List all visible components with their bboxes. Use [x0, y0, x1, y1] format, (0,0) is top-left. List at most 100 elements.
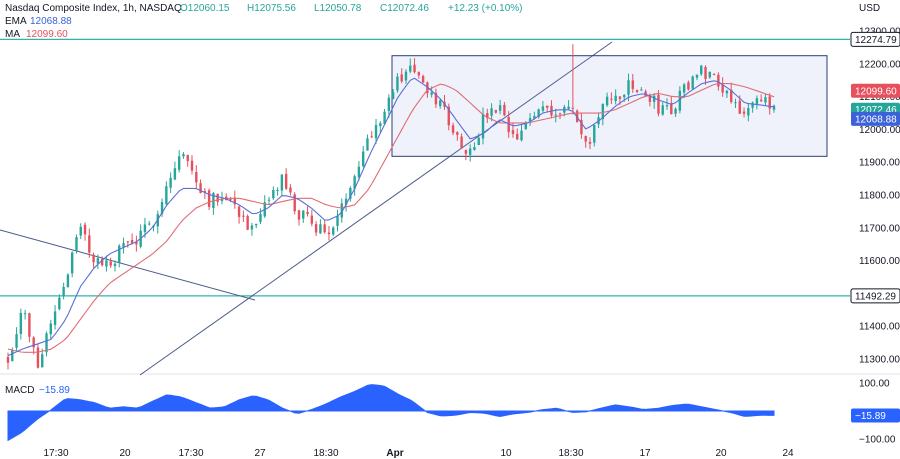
candle [490, 103, 493, 122]
candle-body [674, 108, 677, 114]
candle-body [23, 313, 27, 315]
candle-body [143, 224, 147, 232]
candle-body [62, 287, 65, 296]
candle [413, 58, 416, 74]
candle [627, 73, 630, 102]
candle-body [601, 104, 605, 120]
macd-value: −15.89 [39, 385, 70, 396]
candle-body [28, 313, 31, 337]
ma-legend-label: MA [5, 29, 20, 40]
candle-body [366, 138, 369, 151]
candle [75, 234, 78, 254]
candle-body [148, 223, 151, 225]
candle-body [220, 198, 224, 202]
candle-body [627, 80, 630, 95]
ohlc-high: H12075.56 [247, 3, 296, 14]
candle-body [721, 84, 724, 93]
candle [464, 149, 468, 161]
candle-body [96, 258, 100, 264]
candle-body [173, 168, 177, 180]
candle-body [293, 194, 296, 212]
candle [768, 93, 771, 115]
candle [340, 198, 343, 223]
candle [498, 99, 502, 115]
candle [610, 92, 613, 104]
y-tick-label: 11300.00 [859, 354, 900, 365]
candle-body [747, 108, 750, 116]
candle-body [100, 258, 104, 266]
candle-body [652, 95, 656, 102]
candle-body [336, 215, 339, 226]
candle-body [490, 108, 493, 116]
candle-body [618, 96, 622, 99]
candle [665, 98, 669, 110]
candle-body [79, 226, 82, 236]
candle-body [670, 103, 673, 115]
candle-body [289, 187, 292, 193]
candle [349, 186, 352, 202]
x-tick-label: 20 [119, 448, 131, 459]
candle-body [417, 72, 421, 76]
candle [177, 150, 181, 173]
candle-body [92, 254, 95, 263]
descending-trendline [0, 229, 256, 301]
candle-body [383, 111, 386, 125]
candle-body [250, 225, 254, 230]
level-tag-bg [850, 31, 900, 47]
candle-body [524, 123, 527, 130]
x-tick-label: 24 [782, 448, 794, 459]
candle-body [635, 90, 639, 92]
candle-body [83, 224, 87, 235]
candle-body [764, 97, 767, 103]
candle [764, 93, 767, 106]
candle-body [605, 96, 609, 106]
candle [721, 77, 724, 97]
candle [614, 89, 617, 105]
range-box [391, 55, 828, 157]
candle [195, 165, 198, 189]
macd-tag-bg [851, 408, 900, 423]
ma-price-tag-text: 12099.60 [855, 86, 897, 97]
candle-body [400, 74, 403, 82]
candle-body [199, 183, 202, 194]
candle [122, 237, 125, 254]
candle-body [53, 311, 57, 326]
candle-body [387, 97, 391, 112]
candle [374, 118, 378, 145]
x-tick-label: 17 [639, 448, 651, 459]
candle [730, 82, 733, 104]
ma-price-tag-bg [851, 83, 900, 98]
candle [41, 348, 44, 368]
candle-body [759, 99, 763, 102]
level-tag-text: 11492.29 [855, 291, 896, 302]
candle [280, 173, 284, 196]
candle-body [678, 90, 682, 111]
candle-body [404, 71, 408, 81]
candle-body [49, 323, 52, 335]
candle [96, 254, 100, 270]
candle [460, 133, 463, 149]
candle [100, 256, 104, 267]
candle-body [207, 190, 211, 207]
candle-body [738, 100, 741, 114]
candle-body [503, 104, 506, 116]
candle-body [11, 350, 14, 362]
candle-body [593, 124, 596, 143]
candle [49, 319, 52, 340]
ohlc-low: L12050.78 [314, 3, 362, 14]
candle-body [186, 154, 189, 162]
candle-body [468, 148, 472, 155]
candle-body [190, 160, 194, 171]
candle [237, 205, 241, 224]
candle-body [233, 197, 237, 205]
candle [494, 109, 498, 114]
candle [507, 111, 510, 138]
candle-body [584, 135, 587, 142]
candle-body [481, 113, 485, 139]
candle [293, 192, 296, 215]
candle-body [580, 119, 583, 135]
candle-body [413, 64, 416, 73]
candle-body [340, 203, 343, 218]
candle-body [571, 107, 575, 109]
candle [92, 252, 95, 269]
